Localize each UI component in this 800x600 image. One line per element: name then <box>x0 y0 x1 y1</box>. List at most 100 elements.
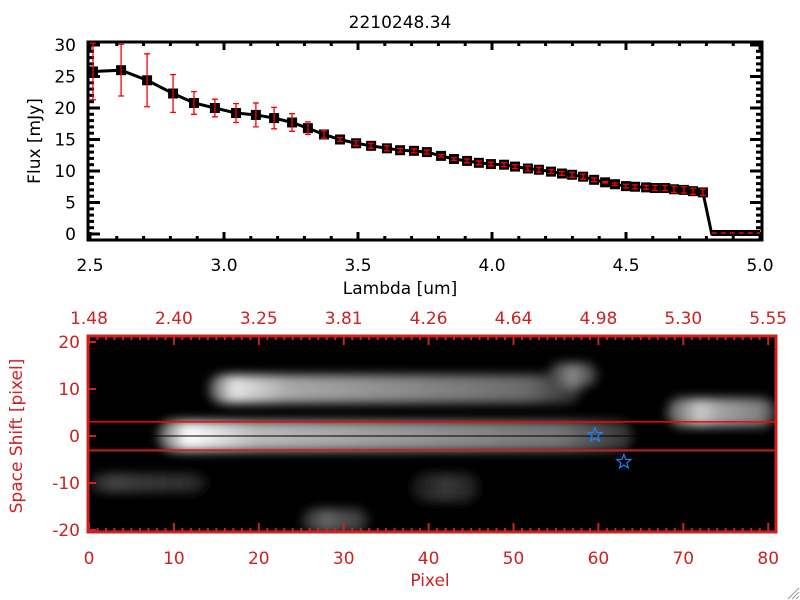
x-tick-label: 3.5 <box>344 256 371 276</box>
error-bar <box>383 145 390 152</box>
error-bar <box>535 166 542 173</box>
image-x-tick-label: 80 <box>757 549 779 569</box>
error-bar <box>450 157 457 161</box>
error-bar <box>680 186 687 194</box>
image-area <box>88 363 776 532</box>
error-bar <box>423 149 430 155</box>
error-bar <box>233 102 240 124</box>
error-bar <box>623 183 629 189</box>
error-bar <box>211 98 218 118</box>
error-bar <box>651 184 658 192</box>
error-bar <box>662 184 669 192</box>
x-axis-label: Lambda [um] <box>343 279 457 299</box>
chart-title: 2210248.34 <box>349 13 452 33</box>
error-bar <box>438 153 445 158</box>
plot-area <box>88 42 760 236</box>
spectral-image-plot: 0 10 20 30 40 50 60 70 80 1.48 2.40 3.25 3.81 4.26 4.6… <box>52 309 787 569</box>
image-y-tick-label: 20 <box>58 333 80 353</box>
error-bar <box>271 106 278 130</box>
image-frame <box>86 334 778 534</box>
error-bar <box>353 140 360 147</box>
error-bar <box>558 170 565 177</box>
image-x-tick-label: 10 <box>163 549 185 569</box>
error-bar <box>580 173 587 180</box>
error-bar <box>304 121 311 136</box>
wavelength-tick-label: 5.30 <box>664 309 702 329</box>
image-y-tick-label: 10 <box>58 380 80 400</box>
plot-frame <box>86 40 764 242</box>
source-trace <box>666 398 776 427</box>
image-y-tick-label: -20 <box>52 521 80 541</box>
error-bar <box>602 181 609 184</box>
star-marker-icon <box>615 452 633 470</box>
error-bar <box>289 113 296 132</box>
error-bar <box>368 142 375 149</box>
x-tick-label: 4.5 <box>612 256 639 276</box>
error-bar <box>612 182 619 187</box>
image-x-tick-label: 20 <box>248 549 270 569</box>
image-y-tick-label: -10 <box>52 474 80 494</box>
y-tick-label: 5 <box>65 194 76 214</box>
error-bar <box>89 42 96 101</box>
error-bar <box>487 161 494 167</box>
image-x-tick-label: 30 <box>333 549 355 569</box>
error-bar <box>643 184 650 190</box>
wavelength-tick-label: 4.98 <box>579 309 617 329</box>
wavelength-tick-label: 4.64 <box>495 309 533 329</box>
error-bar <box>501 162 508 168</box>
y-tick-label: 10 <box>54 162 76 182</box>
wavelength-tick-label: 5.55 <box>749 309 787 329</box>
wavelength-tick-label: 3.81 <box>325 309 363 329</box>
source-trace <box>411 473 480 502</box>
error-bar <box>699 188 706 197</box>
y-tick-label: 25 <box>54 68 76 88</box>
wavelength-tick-label: 1.48 <box>70 309 108 329</box>
error-bar <box>320 130 327 139</box>
image-x-tick-label: 60 <box>588 549 610 569</box>
x-tick-label: 5.0 <box>746 256 773 276</box>
y-axis-label: Flux [mJy] <box>25 98 45 184</box>
wavelength-tick-label: 3.25 <box>240 309 278 329</box>
image-x-axis-label: Pixel <box>410 571 449 591</box>
source-trace <box>89 473 208 493</box>
error-bar <box>118 43 125 97</box>
x-tick-label: 2.5 <box>76 256 103 276</box>
error-bar <box>337 136 344 143</box>
error-bar <box>475 160 482 166</box>
zero-flux-marker <box>711 230 760 236</box>
error-bar <box>144 53 151 108</box>
wavelength-tick-label: 2.40 <box>155 309 193 329</box>
y-tick-label: 15 <box>54 131 76 151</box>
y-tick-label: 20 <box>54 99 76 119</box>
source-trace <box>207 374 582 404</box>
error-bar <box>690 187 696 195</box>
error-bar <box>547 169 554 175</box>
error-bar <box>190 90 197 115</box>
error-bar <box>252 102 259 128</box>
x-tick-label: 3.0 <box>210 256 237 276</box>
image-x-tick-label: 40 <box>418 549 440 569</box>
x-tick-label: 4.0 <box>478 256 505 276</box>
error-bar <box>524 165 531 172</box>
source-trace <box>301 508 370 532</box>
y-tick-label: 30 <box>54 36 76 56</box>
error-bar <box>411 148 418 154</box>
image-y-tick-label: 0 <box>69 427 80 447</box>
wavelength-tick-label: 4.26 <box>410 309 448 329</box>
resize-grip-icon[interactable] <box>787 587 800 600</box>
error-bar <box>591 177 598 183</box>
error-bar <box>512 164 519 170</box>
source-trace <box>547 363 599 387</box>
error-bar <box>464 158 471 164</box>
y-tick-label: 0 <box>65 225 76 245</box>
error-bar <box>170 73 177 114</box>
error-bar <box>632 184 639 190</box>
error-bar <box>397 147 404 153</box>
image-x-tick-label: 70 <box>672 549 694 569</box>
image-x-tick-label: 0 <box>84 549 95 569</box>
image-x-tick-label: 50 <box>503 549 525 569</box>
error-bar <box>670 185 677 194</box>
spectrum-plot: 2.5 3.0 3.5 4.0 4.5 5.0 0 5 10 15 20 25 30 <box>54 36 773 276</box>
error-bar <box>569 171 576 178</box>
